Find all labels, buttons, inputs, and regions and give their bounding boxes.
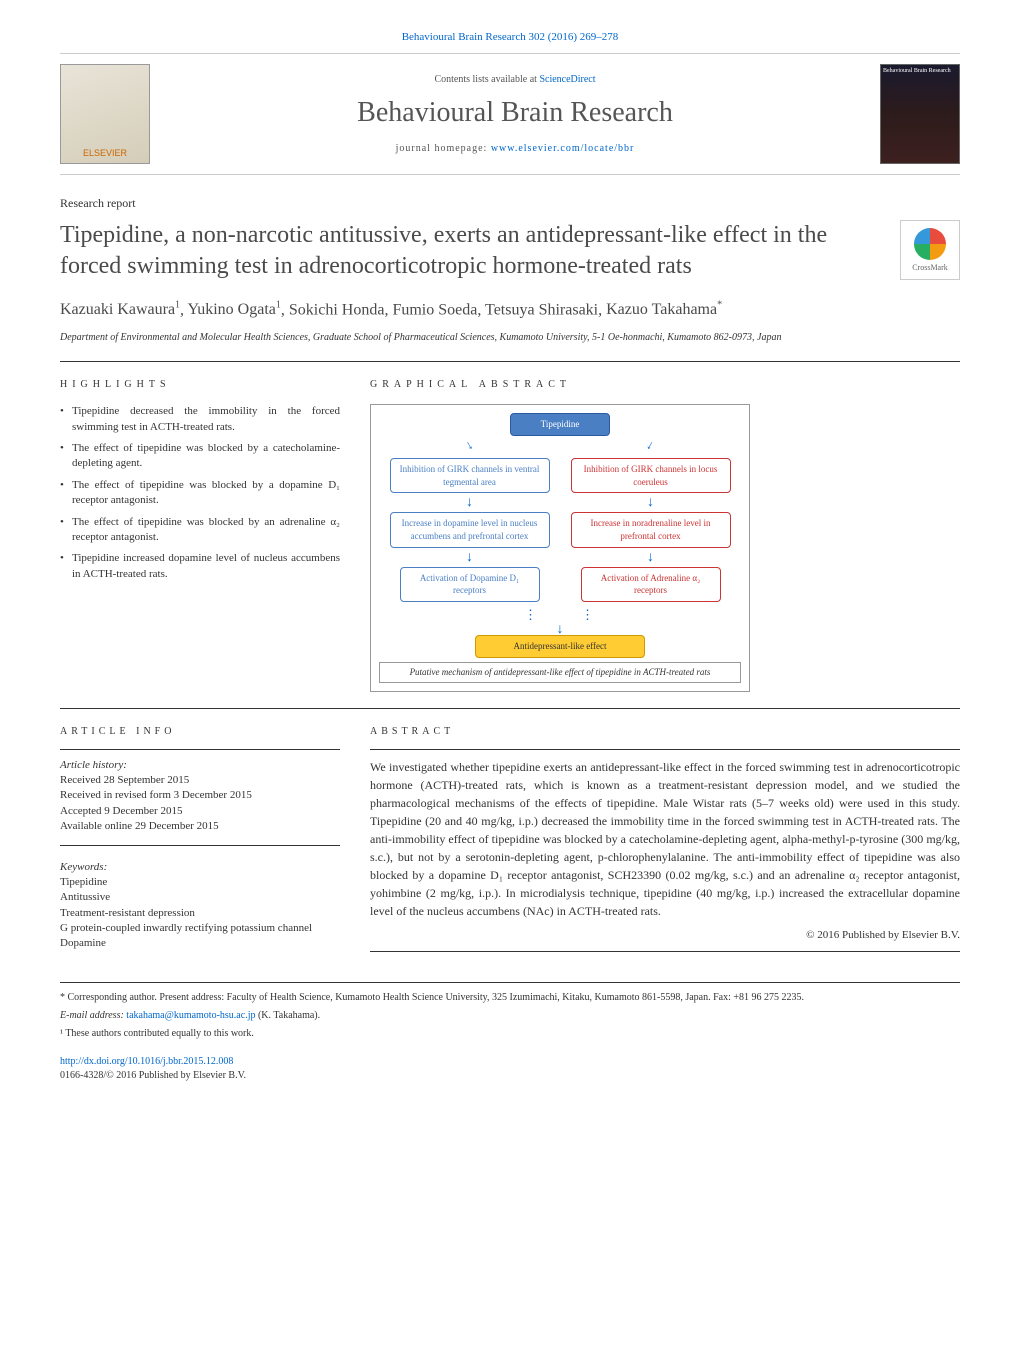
email-note: E-mail address: takahama@kumamoto-hsu.ac…: [60, 1009, 960, 1023]
article-info-label: ARTICLE INFO: [60, 725, 340, 739]
abstract-section: ABSTRACT We investigated whether tipepid…: [370, 725, 960, 952]
abstract-label: ABSTRACT: [370, 725, 960, 739]
author: Sokichi Honda: [289, 301, 385, 318]
ga-node-na-increase: Increase in noradrenaline level in prefr…: [571, 512, 731, 547]
highlights-list: Tipepidine decreased the immobility in t…: [60, 404, 340, 582]
highlights-section: HIGHLIGHTS Tipepidine decreased the immo…: [60, 378, 340, 691]
corresponding-author-note: * Corresponding author. Present address:…: [60, 991, 960, 1005]
divider-thin: [60, 845, 340, 846]
highlights-label: HIGHLIGHTS: [60, 378, 340, 392]
history-item: Accepted 9 December 2015: [60, 804, 340, 819]
history-heading: Article history:: [60, 758, 340, 773]
highlight-item: The effect of tipepidine was blocked by …: [60, 441, 340, 472]
homepage-line: journal homepage: www.elsevier.com/locat…: [170, 142, 860, 156]
ga-arrow-split: ↓↓: [379, 436, 741, 454]
copyright-line: © 2016 Published by Elsevier B.V.: [370, 928, 960, 943]
contents-line: Contents lists available at ScienceDirec…: [170, 73, 860, 87]
article-title: Tipepidine, a non-narcotic antitussive, …: [60, 220, 900, 282]
authors-list: Kazuaki Kawaura1, Yukino Ogata1, Sokichi…: [60, 299, 960, 322]
author: Yukino Ogata1: [187, 301, 280, 318]
divider: [60, 708, 960, 709]
divider-thin: [60, 749, 340, 750]
keyword: Treatment-resistant depression: [60, 906, 340, 921]
ga-node-girk-vta: Inhibition of GIRK channels in ventral t…: [390, 458, 550, 493]
crossmark-label: CrossMark: [912, 262, 948, 273]
graphical-abstract-diagram: Tipepidine ↓↓ Inhibition of GIRK channel…: [370, 404, 750, 691]
history-item: Received in revised form 3 December 2015: [60, 788, 340, 803]
highlight-item: The effect of tipepidine was blocked by …: [60, 478, 340, 509]
author: Fumio Soeda: [392, 301, 477, 318]
info-abstract-row: ARTICLE INFO Article history: Received 2…: [60, 725, 960, 952]
highlight-item: The effect of tipepidine was blocked by …: [60, 515, 340, 546]
divider: [60, 361, 960, 362]
doi-link[interactable]: http://dx.doi.org/10.1016/j.bbr.2015.12.…: [60, 1056, 233, 1067]
homepage-link[interactable]: www.elsevier.com/locate/bbr: [491, 143, 635, 154]
ga-node-a2-activation: Activation of Adrenaline α₂ receptors: [581, 567, 721, 602]
ga-node-da-increase: Increase in dopamine level in nucleus ac…: [390, 512, 550, 547]
highlight-item: Tipepidine increased dopamine level of n…: [60, 551, 340, 582]
ga-node-girk-lc: Inhibition of GIRK channels in locus coe…: [571, 458, 731, 493]
email-suffix: (K. Takahama).: [255, 1010, 320, 1021]
elsevier-logo[interactable]: ELSEVIER: [60, 64, 150, 164]
ga-caption: Putative mechanism of antidepressant-lik…: [379, 662, 741, 683]
keyword: G protein-coupled inwardly rectifying po…: [60, 921, 340, 936]
keyword: Tipepidine: [60, 875, 340, 890]
keywords-heading: Keywords:: [60, 860, 340, 875]
ga-node-d1-activation: Activation of Dopamine D₁ receptors: [400, 567, 540, 602]
divider-thin: [370, 749, 960, 750]
highlights-ga-row: HIGHLIGHTS Tipepidine decreased the immo…: [60, 378, 960, 691]
issn-copyright: 0166-4328/© 2016 Published by Elsevier B…: [60, 1070, 246, 1081]
homepage-prefix: journal homepage:: [396, 143, 491, 154]
affiliation: Department of Environmental and Molecula…: [60, 331, 960, 345]
equal-contribution-note: ¹ These authors contributed equally to t…: [60, 1027, 960, 1041]
contents-prefix: Contents lists available at: [434, 74, 539, 85]
header-center: Contents lists available at ScienceDirec…: [150, 73, 880, 156]
email-label: E-mail address:: [60, 1010, 126, 1021]
ga-node-effect: Antidepressant-like effect: [475, 635, 645, 658]
email-link[interactable]: takahama@kumamoto-hsu.ac.jp: [126, 1010, 255, 1021]
keywords-block: Keywords: Tipepidine Antitussive Treatme…: [60, 860, 340, 952]
footnotes: * Corresponding author. Present address:…: [60, 982, 960, 1041]
journal-header-bar: ELSEVIER Contents lists available at Sci…: [60, 53, 960, 175]
ga-node-tipepidine: Tipepidine: [510, 413, 610, 436]
crossmark-icon: [914, 228, 946, 260]
cover-label: Behavioural Brain Research: [883, 68, 951, 74]
journal-name: Behavioural Brain Research: [170, 93, 860, 132]
article-type: Research report: [60, 195, 960, 212]
keyword: Dopamine: [60, 936, 340, 951]
article-info-section: ARTICLE INFO Article history: Received 2…: [60, 725, 340, 952]
highlight-item: Tipepidine decreased the immobility in t…: [60, 404, 340, 435]
citation-header: Behavioural Brain Research 302 (2016) 26…: [60, 30, 960, 45]
ga-arrow-merge: ↓: [379, 624, 741, 635]
history-item: Received 28 September 2015: [60, 773, 340, 788]
title-row: Tipepidine, a non-narcotic antitussive, …: [60, 220, 960, 282]
history-item: Available online 29 December 2015: [60, 819, 340, 834]
author: Kazuaki Kawaura1: [60, 301, 180, 318]
author: Tetsuya Shirasaki: [485, 301, 598, 318]
graphical-abstract-section: GRAPHICAL ABSTRACT Tipepidine ↓↓ Inhibit…: [370, 378, 960, 691]
crossmark-badge[interactable]: CrossMark: [900, 220, 960, 280]
abstract-text: We investigated whether tipepidine exert…: [370, 758, 960, 920]
article-history: Article history: Received 28 September 2…: [60, 758, 340, 835]
keyword: Antitussive: [60, 890, 340, 905]
citation-link[interactable]: Behavioural Brain Research 302 (2016) 26…: [402, 31, 619, 43]
graphical-abstract-label: GRAPHICAL ABSTRACT: [370, 378, 960, 392]
journal-cover-thumbnail[interactable]: Behavioural Brain Research: [880, 64, 960, 164]
divider-thin: [370, 951, 960, 952]
corresponding-author-link[interactable]: Kazuo Takahama*: [606, 301, 722, 318]
sciencedirect-link[interactable]: ScienceDirect: [539, 74, 595, 85]
elsevier-logo-label: ELSEVIER: [83, 147, 127, 160]
doi-block: http://dx.doi.org/10.1016/j.bbr.2015.12.…: [60, 1055, 960, 1083]
